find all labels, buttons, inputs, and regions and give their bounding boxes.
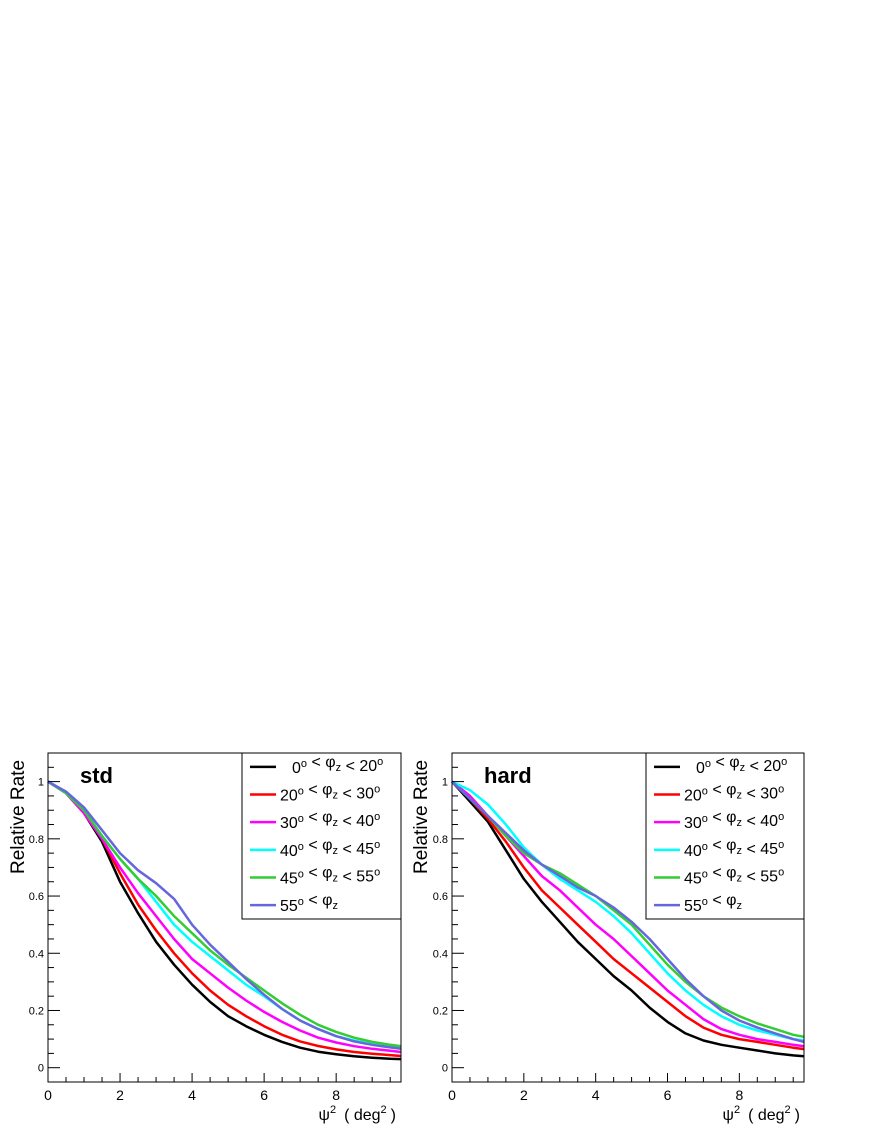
legend-box	[645, 752, 805, 920]
legend-label: 30o < φz < 40o	[684, 809, 784, 832]
legend-label: 45o < φz < 55o	[280, 865, 380, 888]
series-line-2	[47, 780, 402, 1054]
series-line-4	[47, 780, 402, 1048]
x-tick-label: 4	[592, 1087, 600, 1103]
panel-std-title: std	[80, 763, 113, 788]
y-tick-label: 0	[38, 1063, 44, 1075]
legend-label: 20o < φz < 30o	[280, 782, 380, 805]
legend-box	[241, 752, 402, 920]
y-tick-label: 0.8	[433, 834, 448, 846]
y-tick-label: 1	[442, 777, 448, 789]
x-tick-label: 6	[260, 1087, 268, 1103]
panel-std-xticks: 0 2 4 6 8	[44, 1073, 391, 1103]
y-tick-label: 0.4	[433, 948, 448, 960]
panel-hard-xticks: 0 2 4 6 8	[448, 1073, 794, 1103]
y-tick-label: 0.2	[433, 1005, 448, 1017]
panel-hard-xlabel: ψ2( deg2)	[723, 1104, 800, 1124]
series-line-4	[451, 780, 805, 1039]
legend-label: 55o < φz	[280, 892, 338, 915]
panel-std-legend: 0o < φz < 20o 20o < φz < 30o 30o < φz < 40…	[241, 752, 402, 920]
y-tick-label: 0	[442, 1063, 448, 1075]
y-tick-label: 0.8	[29, 834, 44, 846]
panel-hard-title: hard	[484, 763, 532, 788]
legend-label: 55o < φz	[684, 892, 742, 915]
panel-hard-curves	[451, 780, 805, 1058]
series-line-5	[47, 780, 402, 1051]
legend-label: 40o < φz < 45o	[684, 837, 784, 860]
legend-label: 40o < φz < 45o	[280, 837, 380, 860]
x-tick-label: 2	[116, 1087, 124, 1103]
panel-std-ylabel: Relative Rate	[8, 760, 29, 874]
panel-hard-legend: 0o < φz < 20o 20o < φz < 30o 30o < φz < 40…	[645, 752, 805, 920]
x-tick-label: 0	[448, 1087, 456, 1103]
panel-std-yticks: 0 0.2 0.4 0.6 0.8 1	[29, 752, 60, 1075]
series-line-0	[47, 780, 402, 1061]
legend-label: 45o < φz < 55o	[684, 865, 784, 888]
y-tick-label: 0.6	[29, 891, 44, 903]
x-tick-label: 4	[188, 1087, 196, 1103]
series-line-3	[451, 780, 805, 1042]
panel-hard-yticks: 0 0.2 0.4 0.6 0.8 1	[433, 752, 464, 1075]
panel-std-curves	[47, 780, 402, 1061]
series-line-0	[451, 780, 805, 1058]
y-tick-label: 0.6	[433, 891, 448, 903]
x-tick-label: 0	[44, 1087, 52, 1103]
series-line-1	[451, 780, 805, 1051]
series-line-5	[451, 780, 805, 1044]
y-tick-label: 0.2	[29, 1005, 44, 1017]
legend-label: 20o < φz < 30o	[684, 782, 784, 805]
y-tick-label: 1	[38, 777, 44, 789]
x-tick-label: 8	[735, 1087, 743, 1103]
x-tick-label: 6	[664, 1087, 672, 1103]
panel-std-xlabel: ψ2( deg2)	[319, 1104, 396, 1124]
legend-label: 30o < φz < 40o	[280, 809, 380, 832]
x-tick-label: 2	[520, 1087, 528, 1103]
legend-label: 0o < φz < 20o	[292, 754, 383, 777]
panel-hard-ylabel: Relative Rate	[411, 760, 432, 874]
legend-label: 0o < φz < 20o	[696, 754, 787, 777]
x-tick-label: 8	[332, 1087, 340, 1103]
panel-std: 0 2 4 6 8 0 0.2 0.4 0.6 0.8 1 std Relative Rate ψ…	[8, 752, 402, 1124]
y-tick-label: 0.4	[29, 948, 44, 960]
